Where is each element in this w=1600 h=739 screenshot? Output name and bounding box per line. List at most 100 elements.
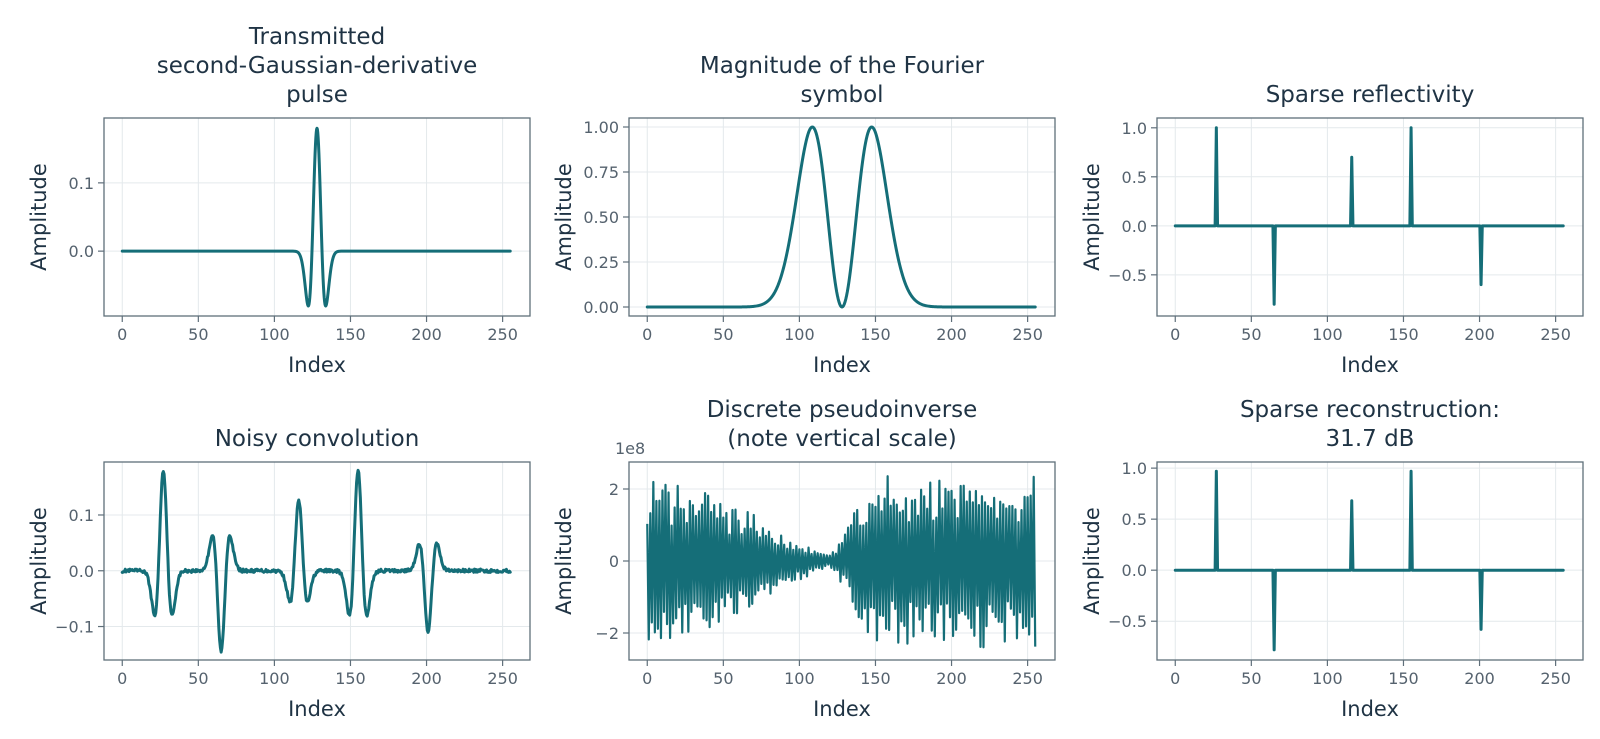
x-tick-label: 100 bbox=[259, 669, 290, 688]
y-tick-label: 1.0 bbox=[1122, 119, 1147, 138]
x-tick-label: 150 bbox=[860, 325, 891, 344]
x-tick-label: 50 bbox=[713, 669, 733, 688]
y-tick-label: 0 bbox=[609, 552, 619, 571]
x-tick-label: 200 bbox=[1464, 325, 1495, 344]
x-tick-label: 200 bbox=[411, 669, 442, 688]
y-tick-label: 0.50 bbox=[583, 208, 619, 227]
axes-frame bbox=[103, 117, 531, 317]
y-tick-label: 0.1 bbox=[69, 174, 94, 193]
x-tick-label: 100 bbox=[1312, 669, 1343, 688]
axis-offset-label: 1e8 bbox=[615, 439, 645, 458]
chart-title-line: Sparse reflectivity bbox=[1266, 82, 1475, 108]
x-tick-label: 0 bbox=[642, 325, 652, 344]
chart-title: Sparse reflectivity bbox=[1266, 82, 1475, 108]
x-tick-label: 150 bbox=[335, 325, 366, 344]
x-tick-label: 100 bbox=[784, 669, 815, 688]
y-tick-label: 1.00 bbox=[583, 118, 619, 137]
y-tick-label: −0.5 bbox=[1108, 612, 1147, 631]
x-tick-label: 0 bbox=[117, 325, 127, 344]
x-tick-label: 150 bbox=[860, 669, 891, 688]
axes-frame bbox=[1156, 117, 1584, 317]
x-tick-label: 200 bbox=[1464, 669, 1495, 688]
y-tick-label: 0.0 bbox=[69, 242, 94, 261]
x-tick-label: 50 bbox=[713, 325, 733, 344]
x-tick-label: 0 bbox=[1170, 325, 1180, 344]
y-axis-label: Amplitude bbox=[27, 507, 51, 615]
y-tick-label: 0.0 bbox=[1122, 217, 1147, 236]
series-line-reflectivity bbox=[1173, 126, 1565, 306]
y-tick-label: 1.0 bbox=[1122, 459, 1147, 478]
x-axis-label: Index bbox=[813, 353, 871, 377]
chart-title: Sparse reconstruction: 31.7 dB bbox=[1240, 397, 1500, 452]
x-axis-label: Index bbox=[1341, 353, 1399, 377]
chart-title-line: 31.7 dB bbox=[1326, 426, 1415, 452]
chart-title-line: Noisy convolution bbox=[215, 426, 420, 452]
series-line-pulse bbox=[120, 126, 512, 308]
y-axis-label: Amplitude bbox=[27, 163, 51, 271]
y-axis-label: Amplitude bbox=[552, 507, 576, 615]
y-axis-label: Amplitude bbox=[552, 163, 576, 271]
y-tick-label: 0.0 bbox=[1122, 561, 1147, 580]
chart-title-line: Magnitude of the Fourier bbox=[700, 53, 985, 79]
x-tick-label: 100 bbox=[1312, 325, 1343, 344]
x-tick-label: 250 bbox=[1540, 669, 1571, 688]
x-tick-label: 0 bbox=[642, 669, 652, 688]
y-tick-label: 0.75 bbox=[583, 163, 619, 182]
chart-reflectivity: 0 50 100 150 200 250 −0.5 0.0 0.5 1.0 Index Amplitu… bbox=[1080, 82, 1584, 377]
x-tick-label: 50 bbox=[1241, 669, 1261, 688]
chart-title-line: pulse bbox=[286, 82, 348, 108]
x-tick-label: 0 bbox=[117, 669, 127, 688]
x-tick-label: 50 bbox=[1241, 325, 1261, 344]
y-tick-label: 2 bbox=[609, 480, 619, 499]
chart-title-line: Transmitted bbox=[248, 24, 385, 50]
x-tick-label: 250 bbox=[1012, 669, 1043, 688]
axes-frame bbox=[103, 461, 531, 661]
chart-title-line: (note vertical scale) bbox=[727, 426, 956, 452]
chart-title: Noisy convolution bbox=[215, 426, 420, 452]
x-tick-label: 150 bbox=[335, 669, 366, 688]
x-tick-label: 250 bbox=[1540, 325, 1571, 344]
x-tick-label: 200 bbox=[936, 669, 967, 688]
y-tick-label: −2 bbox=[595, 624, 619, 643]
chart-title: Magnitude of the Fourier symbol bbox=[700, 53, 985, 108]
x-tick-label: 250 bbox=[1012, 325, 1043, 344]
y-tick-label: 0.25 bbox=[583, 253, 619, 272]
chart-pseudoinverse: 0 50 100 150 200 250 −2 0 2 Index Amplitude 1e8 Disc… bbox=[552, 397, 1056, 721]
y-tick-label: 0.1 bbox=[69, 506, 94, 525]
series-line-reconstruction bbox=[1173, 469, 1565, 652]
chart-title-line: Discrete pseudoinverse bbox=[707, 397, 978, 423]
series-line-fourier bbox=[645, 125, 1037, 309]
y-tick-label: 0.00 bbox=[583, 298, 619, 317]
y-tick-label: −0.1 bbox=[55, 618, 94, 637]
x-tick-label: 0 bbox=[1170, 669, 1180, 688]
x-axis-label: Index bbox=[288, 353, 346, 377]
chart-reconstruction: 0 50 100 150 200 250 −0.5 0.0 0.5 1.0 Index Amplitu… bbox=[1080, 397, 1584, 721]
chart-title: Discrete pseudoinverse (note vertical sca… bbox=[707, 397, 978, 452]
chart-fourier: 0 50 100 150 200 250 0.00 0.25 0.50 0.75 1.00 Index… bbox=[552, 53, 1056, 377]
y-tick-label: 0.5 bbox=[1122, 168, 1147, 187]
y-axis-label: Amplitude bbox=[1080, 163, 1104, 271]
x-tick-label: 100 bbox=[784, 325, 815, 344]
y-tick-label: 0.5 bbox=[1122, 510, 1147, 529]
x-tick-label: 100 bbox=[259, 325, 290, 344]
axes-frame bbox=[1156, 461, 1584, 661]
x-tick-label: 150 bbox=[1388, 325, 1419, 344]
x-axis-label: Index bbox=[813, 697, 871, 721]
x-axis-label: Index bbox=[1341, 697, 1399, 721]
x-tick-label: 50 bbox=[188, 325, 208, 344]
series-line-pseudoinverse bbox=[646, 475, 1037, 649]
x-axis-label: Index bbox=[288, 697, 346, 721]
y-tick-label: 0.0 bbox=[69, 562, 94, 581]
chart-title-line: second-Gaussian-derivative bbox=[157, 53, 477, 79]
y-axis-label: Amplitude bbox=[1080, 507, 1104, 615]
x-tick-label: 200 bbox=[411, 325, 442, 344]
chart-noisy: 0 50 100 150 200 250 −0.1 0.0 0.1 Index Amplitude N… bbox=[27, 426, 531, 721]
series-line-noisy bbox=[120, 468, 512, 654]
chart-title-line: symbol bbox=[800, 82, 883, 108]
chart-title-line: Sparse reconstruction: bbox=[1240, 397, 1500, 423]
x-tick-label: 250 bbox=[487, 669, 518, 688]
y-tick-label: −0.5 bbox=[1108, 266, 1147, 285]
chart-pulse: 0 50 100 150 200 250 0.0 0.1 Index Amplitude Trans… bbox=[27, 24, 531, 377]
x-tick-label: 250 bbox=[487, 325, 518, 344]
